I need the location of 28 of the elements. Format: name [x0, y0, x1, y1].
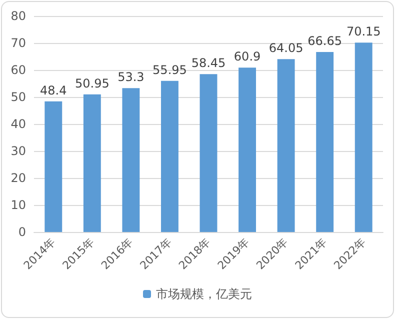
data-label: 58.45 [191, 56, 226, 70]
data-label: 70.15 [346, 24, 381, 39]
y-tick-label: 20 [10, 171, 26, 185]
data-label: 64.05 [268, 41, 304, 56]
bar [316, 52, 334, 232]
bar [160, 80, 178, 232]
data-label: 60.9 [234, 50, 261, 64]
y-tick-label: 80 [10, 9, 26, 23]
bar [354, 42, 372, 232]
data-label: 55.95 [152, 62, 187, 77]
bar [83, 94, 101, 232]
bar [238, 68, 256, 232]
y-tick-label: 60 [10, 63, 26, 77]
bar [44, 101, 62, 232]
data-label: 53.3 [118, 70, 144, 84]
bar [277, 59, 295, 232]
y-tick-label: 40 [10, 117, 26, 131]
data-label: 50.95 [74, 76, 110, 90]
bar [200, 74, 218, 232]
legend-label: 市场规模，亿美元 [156, 287, 252, 301]
y-tick-label: 30 [10, 144, 26, 158]
data-label: 66.65 [308, 34, 342, 48]
y-tick-label: 0 [18, 225, 26, 239]
bar [122, 88, 140, 232]
y-tick-label: 70 [10, 36, 26, 50]
y-tick-label: 10 [10, 198, 26, 212]
y-tick-label: 50 [10, 90, 26, 104]
data-label: 48.4 [40, 83, 67, 98]
